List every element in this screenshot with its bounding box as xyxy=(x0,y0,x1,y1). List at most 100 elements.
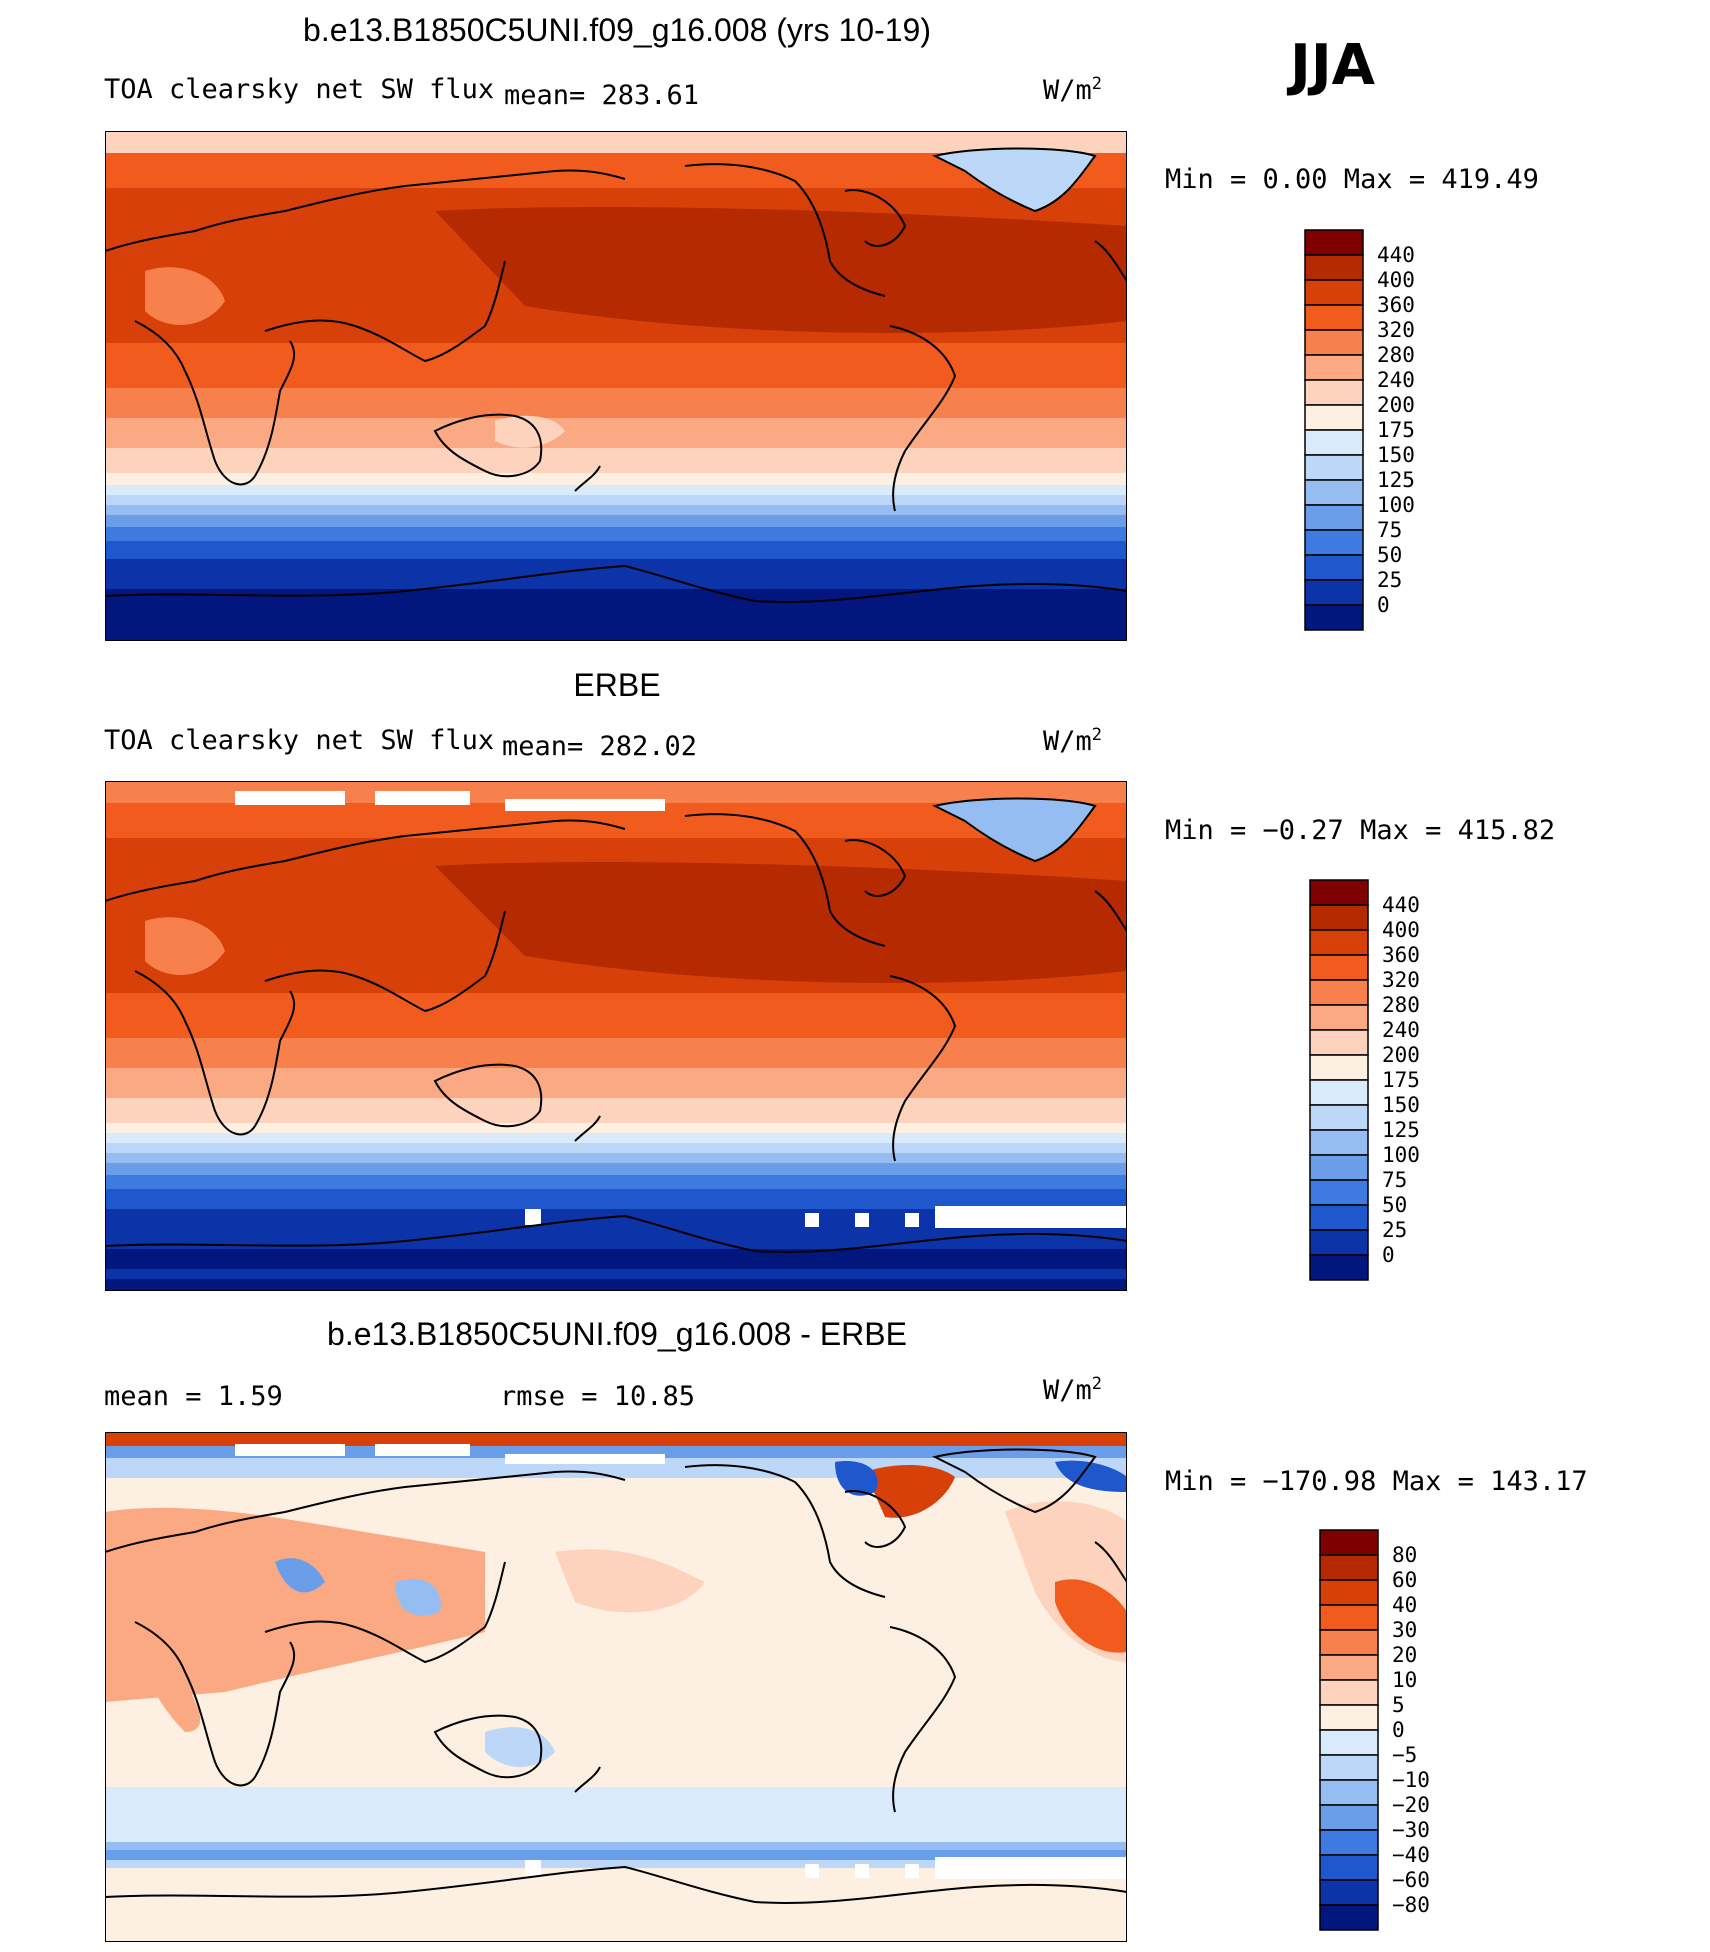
colorbar-box xyxy=(1309,1129,1369,1156)
panel1-mean-label: mean= 283.61 xyxy=(504,80,700,111)
panel2-title: ERBE xyxy=(573,667,661,703)
colorbar-box xyxy=(1304,429,1364,456)
colorbar-tick-label: 400 xyxy=(1377,268,1415,292)
panel3-colorbar: 80 60 40 30 20 10 5 0 −5 −10 −20 −30 −40 −60 −80 xyxy=(1318,1528,1458,1938)
colorbar-tick-label: 0 xyxy=(1382,1243,1395,1267)
panel2-map xyxy=(105,781,1127,1291)
panel1-title: b.e13.B1850C5UNI.f09_g16.008 (yrs 10-19) xyxy=(303,12,931,48)
panel2-colorbar: 440 400 360 320 280 240 200 175 150 125 100 75 50 25 0 xyxy=(1308,878,1448,1288)
colorbar-box xyxy=(1304,504,1364,531)
colorbar-tick-label: 25 xyxy=(1377,568,1402,592)
colorbar-tick-label: 240 xyxy=(1377,368,1415,392)
panel1-coastlines xyxy=(105,147,1127,604)
colorbar-tick-label: 75 xyxy=(1377,518,1402,542)
panel2-coastlines xyxy=(105,797,1127,1254)
colorbar-box xyxy=(1309,1229,1369,1256)
colorbar-box xyxy=(1309,1154,1369,1181)
colorbar-box xyxy=(1304,354,1364,381)
colorbar-box xyxy=(1304,304,1364,331)
colorbar-box xyxy=(1309,1079,1369,1106)
colorbar-box xyxy=(1319,1754,1379,1781)
panel1-colorbar: 440 400 360 320 280 240 200 175 150 125 100 75 50 25 0 xyxy=(1303,228,1443,638)
colorbar-box xyxy=(1304,554,1364,581)
colorbar-box xyxy=(1304,479,1364,506)
colorbar-tick-label: −10 xyxy=(1392,1768,1430,1792)
panel1-map xyxy=(105,131,1127,641)
panel3-mean-label: mean = 1.59 xyxy=(104,1381,283,1412)
colorbar-tick-label: 125 xyxy=(1382,1118,1420,1142)
colorbar-tick-label: 25 xyxy=(1382,1218,1407,1242)
colorbar-tick-label: 40 xyxy=(1392,1593,1417,1617)
colorbar-box xyxy=(1319,1779,1379,1806)
panel3-minmax-label: Min = −170.98 Max = 143.17 xyxy=(1165,1466,1588,1497)
colorbar-tick-label: 100 xyxy=(1377,493,1415,517)
colorbar-box xyxy=(1319,1554,1379,1581)
colorbar-tick-label: 5 xyxy=(1392,1693,1405,1717)
colorbar-box xyxy=(1309,879,1369,906)
colorbar-tick-label: 0 xyxy=(1392,1718,1405,1742)
colorbar-box xyxy=(1319,1579,1379,1606)
colorbar-tick-label: 320 xyxy=(1377,318,1415,342)
panel1-minmax-label: Min = 0.00 Max = 419.49 xyxy=(1165,164,1539,195)
colorbar-box xyxy=(1319,1829,1379,1856)
colorbar-tick-label: 60 xyxy=(1392,1568,1417,1592)
panel3-coastlines xyxy=(105,1448,1127,1905)
colorbar-tick-label: 320 xyxy=(1382,968,1420,992)
colorbar-tick-label: 240 xyxy=(1382,1018,1420,1042)
colorbar-tick-label: −80 xyxy=(1392,1893,1430,1917)
panel3-unit-label: W/m2 xyxy=(1043,1374,1103,1406)
colorbar-tick-label: 50 xyxy=(1377,543,1402,567)
colorbar-tick-label: 100 xyxy=(1382,1143,1420,1167)
colorbar-box xyxy=(1309,954,1369,981)
colorbar-box xyxy=(1304,604,1364,631)
colorbar-tick-label: 175 xyxy=(1382,1068,1420,1092)
colorbar-box xyxy=(1319,1729,1379,1756)
colorbar-tick-label: 125 xyxy=(1377,468,1415,492)
colorbar-box xyxy=(1309,929,1369,956)
colorbar-box xyxy=(1319,1604,1379,1631)
colorbar-box xyxy=(1319,1654,1379,1681)
colorbar-box xyxy=(1309,1054,1369,1081)
colorbar-box xyxy=(1319,1854,1379,1881)
colorbar-tick-label: 150 xyxy=(1377,443,1415,467)
colorbar-box xyxy=(1304,329,1364,356)
colorbar-box xyxy=(1304,229,1364,256)
panel3-map xyxy=(105,1432,1127,1942)
colorbar-tick-label: 440 xyxy=(1382,893,1420,917)
colorbar-tick-label: 10 xyxy=(1392,1668,1417,1692)
colorbar-box xyxy=(1309,1254,1369,1281)
panel1-contour-field xyxy=(105,131,1127,641)
panel2-missing-data xyxy=(235,791,1127,1228)
colorbar-tick-label: 440 xyxy=(1377,243,1415,267)
panel3-rmse-label: rmse = 10.85 xyxy=(500,1381,696,1412)
colorbar-tick-label: 280 xyxy=(1377,343,1415,367)
colorbar-box xyxy=(1304,254,1364,281)
panel1-unit-label: W/m2 xyxy=(1043,74,1103,106)
colorbar-box xyxy=(1309,1104,1369,1131)
colorbar-box xyxy=(1319,1679,1379,1706)
panel3-missing-data xyxy=(235,1444,1127,1879)
colorbar-box xyxy=(1304,379,1364,406)
colorbar-tick-label: 175 xyxy=(1377,418,1415,442)
colorbar-tick-label: −60 xyxy=(1392,1868,1430,1892)
colorbar-box xyxy=(1319,1879,1379,1906)
colorbar-tick-label: −20 xyxy=(1392,1793,1430,1817)
panel3-title: b.e13.B1850C5UNI.f09_g16.008 - ERBE xyxy=(327,1316,907,1352)
colorbar-box xyxy=(1304,454,1364,481)
colorbar-tick-label: −30 xyxy=(1392,1818,1430,1842)
colorbar-tick-label: 75 xyxy=(1382,1168,1407,1192)
season-label: JJA xyxy=(1290,33,1376,98)
colorbar-box xyxy=(1309,1179,1369,1206)
colorbar-tick-label: −5 xyxy=(1392,1743,1417,1767)
colorbar-tick-label: −40 xyxy=(1392,1843,1430,1867)
colorbar-tick-label: 20 xyxy=(1392,1643,1417,1667)
colorbar-tick-label: 150 xyxy=(1382,1093,1420,1117)
colorbar-tick-label: 50 xyxy=(1382,1193,1407,1217)
panel2-variable-label: TOA clearsky net SW flux xyxy=(104,725,495,756)
colorbar-box xyxy=(1309,1004,1369,1031)
colorbar-box xyxy=(1304,529,1364,556)
panel2-mean-label: mean= 282.02 xyxy=(502,731,698,762)
panel2-unit-label: W/m2 xyxy=(1043,725,1103,757)
colorbar-box xyxy=(1309,979,1369,1006)
colorbar-box xyxy=(1319,1804,1379,1831)
